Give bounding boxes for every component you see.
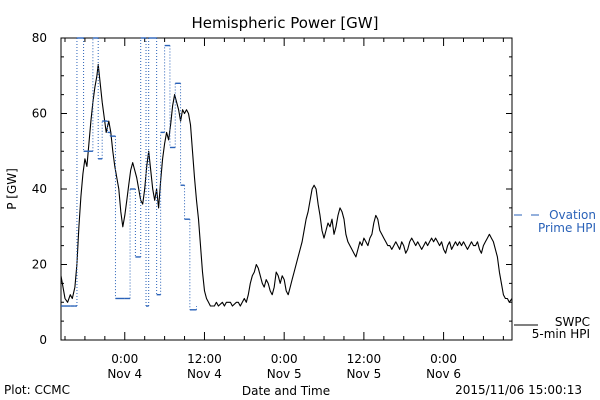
y-axis: 0 20 40 60 80: [32, 31, 512, 347]
x-tick-label: 0:00: [430, 352, 457, 366]
x-tick-date: Nov 5: [267, 367, 302, 381]
x-axis-label: Date and Time: [242, 384, 330, 398]
y-tick-label: 20: [32, 258, 47, 272]
y-tick-label: 40: [32, 182, 47, 196]
y-tick-label: 80: [32, 31, 47, 45]
legend-swpc-line1: SWPC: [555, 315, 590, 329]
x-tick-label: 0:00: [111, 352, 138, 366]
x-tick-date: Nov 5: [346, 367, 381, 381]
legend-ovation-line1: Ovation: [549, 208, 596, 222]
x-tick-date: Nov 4: [107, 367, 142, 381]
x-tick-date: Nov 6: [426, 367, 461, 381]
x-tick-label: 0:00: [271, 352, 298, 366]
x-tick-label: 12:00: [187, 352, 222, 366]
chart-title: Hemispheric Power [GW]: [192, 14, 379, 32]
y-tick-label: 0: [39, 333, 47, 347]
legend-swpc-line2: 5-min HPI: [532, 327, 590, 341]
x-tick-date: Nov 4: [187, 367, 222, 381]
series-layer: [60, 37, 513, 311]
y-tick-label: 60: [32, 107, 47, 121]
plot-credit: Plot: CCMC: [4, 383, 70, 397]
x-tick-label: 12:00: [347, 352, 382, 366]
plot-timestamp: 2015/11/06 15:00:13: [455, 383, 582, 397]
swpc-hpi-line: [60, 63, 513, 307]
legend-ovation-line2: Prime HPI: [538, 221, 596, 235]
y-axis-label: P [GW]: [5, 168, 19, 210]
